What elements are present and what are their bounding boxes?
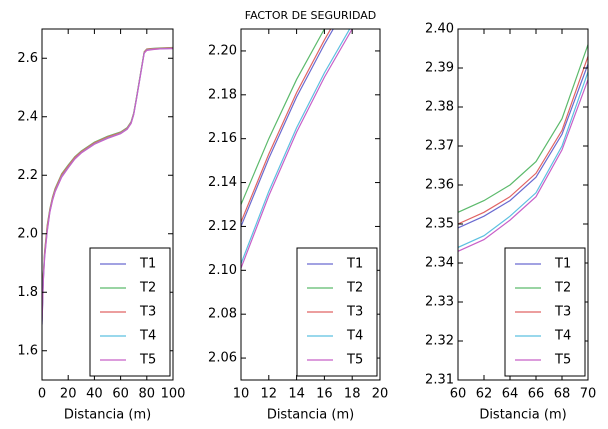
panel: 1.6 1.8 2.0 2.2 2.4 2.6 0 20 40 60 80 100 Distancia … <box>17 28 186 423</box>
y-tick-label: 2.2 <box>17 168 38 183</box>
y-tick-label: 2.10 <box>208 263 237 278</box>
x-tick-label: 18 <box>344 387 361 402</box>
axes-frame <box>41 28 174 381</box>
series-line <box>241 29 326 205</box>
y-tick-label: 2.14 <box>208 175 237 190</box>
legend-label: T4 <box>554 329 571 344</box>
y-tick-label: 2.34 <box>425 256 454 271</box>
x-tick-label: 12 <box>261 387 278 402</box>
legend-label: T5 <box>346 353 363 368</box>
y-tick-label: 1.6 <box>17 343 38 358</box>
y-tick-label: 2.16 <box>208 131 237 146</box>
x-tick-label: 60 <box>450 387 467 402</box>
y-tick-label: 2.31 <box>425 373 454 388</box>
x-tick-label: 10 <box>233 387 250 402</box>
x-tick-label: 20 <box>60 387 77 402</box>
series-line <box>42 47 173 325</box>
x-tick-label: 70 <box>580 387 597 402</box>
y-tick-label: 2.06 <box>208 351 237 366</box>
y-tick-label: 2.6 <box>17 51 38 66</box>
legend-label: T4 <box>139 329 156 344</box>
legend-label: T1 <box>554 257 571 272</box>
y-tick-label: 2.18 <box>208 87 237 102</box>
y-tick-label: 2.32 <box>425 334 454 349</box>
x-axis-label: Distancia (m) <box>267 408 354 423</box>
legend-label: T3 <box>554 305 571 320</box>
y-tick-label: 2.33 <box>425 295 454 310</box>
series-line <box>241 29 351 264</box>
legend: T1 T2 T3 T4 T5 <box>504 247 586 377</box>
series-line <box>458 63 588 229</box>
legend: T1 T2 T3 T4 T5 <box>296 247 378 377</box>
legend: T1 T2 T3 T4 T5 <box>89 247 171 377</box>
y-tick-label: 2.4 <box>17 109 38 124</box>
series-line <box>241 29 334 227</box>
y-tick-label: 2.38 <box>425 100 454 115</box>
x-tick-label: 20 <box>372 387 389 402</box>
x-tick-label: 16 <box>316 387 333 402</box>
y-tick-label: 2.0 <box>17 226 38 241</box>
y-tick-label: 2.37 <box>425 139 454 154</box>
legend-label: T2 <box>139 281 156 296</box>
x-tick-label: 66 <box>528 387 545 402</box>
x-tick-label: 64 <box>502 387 519 402</box>
legend-label: T4 <box>346 329 363 344</box>
series-line <box>458 79 588 252</box>
y-tick-label: 2.20 <box>208 43 237 58</box>
axes-frame <box>457 28 589 381</box>
y-tick-label: 2.36 <box>425 178 454 193</box>
series-line <box>458 44 588 213</box>
chart-title: FACTOR DE SEGURIDAD <box>245 9 376 22</box>
axes-frame <box>240 28 381 381</box>
y-tick-label: 2.08 <box>208 307 237 322</box>
x-axis-label: Distancia (m) <box>64 408 151 423</box>
x-tick-label: 62 <box>476 387 493 402</box>
x-tick-label: 14 <box>288 387 305 402</box>
x-tick-label: 100 <box>161 387 186 402</box>
x-tick-label: 68 <box>554 387 571 402</box>
legend-label: T2 <box>346 281 363 296</box>
legend-label: T2 <box>554 281 571 296</box>
legend-label: T3 <box>346 305 363 320</box>
y-tick-label: 2.39 <box>425 61 454 76</box>
legend-label: T1 <box>139 257 156 272</box>
legend-label: T1 <box>346 257 363 272</box>
y-tick-label: 2.40 <box>425 22 454 37</box>
x-tick-label: 40 <box>86 387 103 402</box>
y-tick-label: 1.8 <box>17 285 38 300</box>
series-line <box>241 29 353 269</box>
series-line <box>458 56 588 225</box>
y-tick-label: 2.12 <box>208 219 237 234</box>
x-tick-label: 0 <box>38 387 46 402</box>
panel: FACTOR DE SEGURIDAD 2.06 2.08 2.10 2.12 2.14 2… <box>208 9 389 423</box>
legend-label: T5 <box>554 353 571 368</box>
series-line <box>458 71 588 248</box>
x-axis-label: Distancia (m) <box>479 408 566 423</box>
series-line <box>241 29 332 223</box>
panel: 2.31 2.32 2.33 2.34 2.35 2.36 2.37 2.38 2.39 2.40… <box>425 22 596 423</box>
legend-label: T5 <box>139 353 156 368</box>
y-tick-label: 2.35 <box>425 217 454 232</box>
x-tick-label: 80 <box>139 387 156 402</box>
x-tick-label: 60 <box>112 387 129 402</box>
legend-label: T3 <box>139 305 156 320</box>
